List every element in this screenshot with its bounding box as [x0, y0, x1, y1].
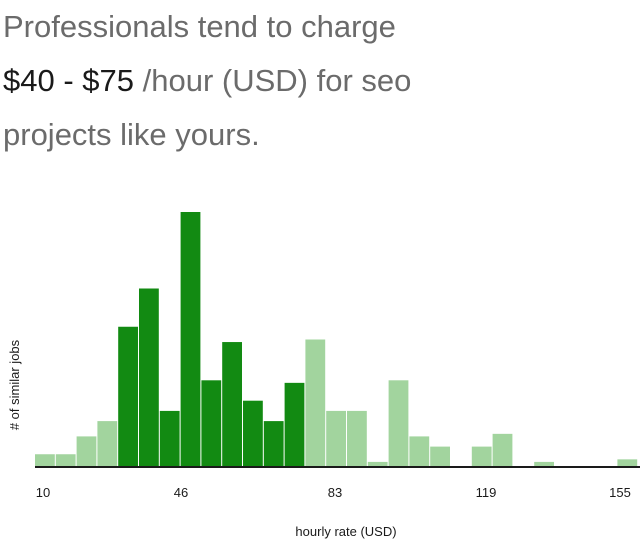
x-tick-label: 83 — [328, 485, 342, 500]
histogram-bar — [243, 400, 263, 467]
x-tick-label: 46 — [174, 485, 188, 500]
histogram-bar — [118, 326, 138, 467]
x-tick-label: 155 — [609, 485, 631, 500]
histogram-bar — [492, 433, 513, 467]
x-tick-label: 119 — [476, 485, 497, 500]
histogram-bar — [180, 212, 201, 467]
y-axis-title: # of similar jobs — [7, 339, 22, 430]
histogram-bar — [284, 382, 305, 467]
headline-line2: /hour (USD) for seo — [134, 63, 412, 98]
histogram-bar — [347, 410, 367, 467]
histogram-bar — [305, 339, 326, 467]
histogram-bar — [55, 454, 76, 467]
headline-rate-range: $40 - $75 — [3, 63, 134, 98]
histogram-bar — [409, 436, 430, 467]
histogram-bar — [159, 410, 180, 467]
histogram-bar — [471, 446, 492, 467]
headline-line1: Professionals tend to charge — [3, 9, 396, 44]
histogram-bars — [35, 212, 638, 467]
histogram-bar — [201, 380, 222, 467]
x-tick-labels: 10 46 83 119 155 — [36, 485, 631, 500]
x-axis-title: hourly rate (USD) — [295, 524, 396, 539]
histogram-bar — [139, 288, 159, 467]
histogram-bar — [76, 436, 97, 467]
histogram-bar — [534, 461, 554, 467]
histogram-bar — [617, 459, 638, 467]
histogram-bar — [263, 421, 284, 467]
histogram-bar — [367, 461, 388, 467]
histogram-bar — [430, 446, 450, 467]
histogram-bar — [222, 342, 242, 467]
histogram-bar — [326, 410, 346, 467]
x-tick-label: 10 — [36, 485, 50, 500]
headline: Professionals tend to charge $40 - $75 /… — [3, 0, 639, 162]
histogram-bar — [35, 454, 55, 467]
histogram-bar — [97, 421, 118, 467]
histogram-bar — [388, 380, 409, 467]
headline-line3: projects like yours. — [3, 117, 260, 152]
